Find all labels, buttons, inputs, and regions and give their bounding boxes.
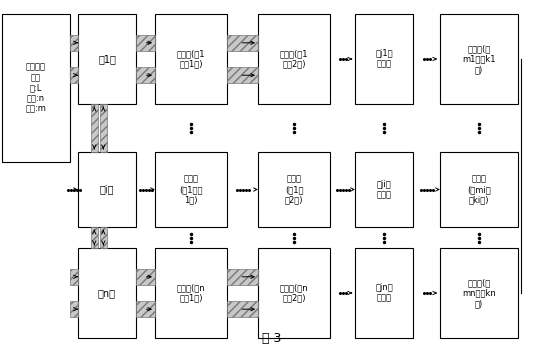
Text: 控制点(第
m1圈第k1
点): 控制点(第 m1圈第k1 点): [462, 44, 496, 74]
Bar: [355, 152, 413, 227]
Bar: [155, 14, 227, 104]
Bar: [258, 248, 330, 338]
Text: 控制点(第n
圈第2点): 控制点(第n 圈第2点): [280, 283, 308, 303]
Text: 控制点(第n
圈第1点): 控制点(第n 圈第1点): [177, 283, 205, 303]
Bar: [440, 152, 518, 227]
Bar: [70, 67, 78, 83]
Bar: [100, 104, 107, 152]
Text: 第j1个
控制点: 第j1个 控制点: [375, 49, 393, 69]
Text: 第1层: 第1层: [98, 54, 116, 64]
Bar: [70, 35, 78, 51]
Bar: [70, 301, 78, 317]
Bar: [136, 67, 155, 83]
Bar: [136, 35, 155, 51]
Text: 第jn个
控制点: 第jn个 控制点: [375, 283, 393, 303]
Text: 控制点
(第1圈
第2点): 控制点 (第1圈 第2点): [285, 175, 303, 204]
Bar: [258, 152, 330, 227]
Bar: [91, 227, 98, 248]
Bar: [258, 14, 330, 104]
Bar: [155, 248, 227, 338]
Bar: [78, 248, 136, 338]
Bar: [227, 35, 258, 51]
Text: 控制点
(第1圈第
1点): 控制点 (第1圈第 1点): [180, 175, 203, 204]
Bar: [227, 67, 258, 83]
Bar: [78, 152, 136, 227]
Text: 控制点(第1
圈第1点): 控制点(第1 圈第1点): [177, 49, 205, 69]
Bar: [227, 301, 258, 317]
Bar: [440, 248, 518, 338]
Bar: [355, 14, 413, 104]
Bar: [100, 227, 107, 248]
Bar: [355, 248, 413, 338]
Bar: [70, 269, 78, 285]
Text: 控制点(第
mn圈第kn
点): 控制点(第 mn圈第kn 点): [462, 278, 496, 308]
Bar: [440, 14, 518, 104]
Text: 控制点(第1
圈第2点): 控制点(第1 圈第2点): [280, 49, 308, 69]
Text: 起始节点
总长
度:L
层数:n
圈数:m: 起始节点 总长 度:L 层数:n 圈数:m: [26, 63, 46, 113]
Text: 控制点
(第mi圈
第ki点): 控制点 (第mi圈 第ki点): [467, 175, 491, 204]
Bar: [227, 269, 258, 285]
Bar: [155, 152, 227, 227]
Bar: [91, 104, 98, 152]
Text: 图 3: 图 3: [262, 331, 282, 344]
Text: 第n层: 第n层: [98, 288, 116, 298]
Text: 第ji个
控制点: 第ji个 控制点: [376, 180, 392, 199]
Text: 第i层: 第i层: [100, 184, 114, 194]
Bar: [78, 14, 136, 104]
Bar: [136, 269, 155, 285]
Bar: [2, 14, 70, 162]
Bar: [136, 301, 155, 317]
